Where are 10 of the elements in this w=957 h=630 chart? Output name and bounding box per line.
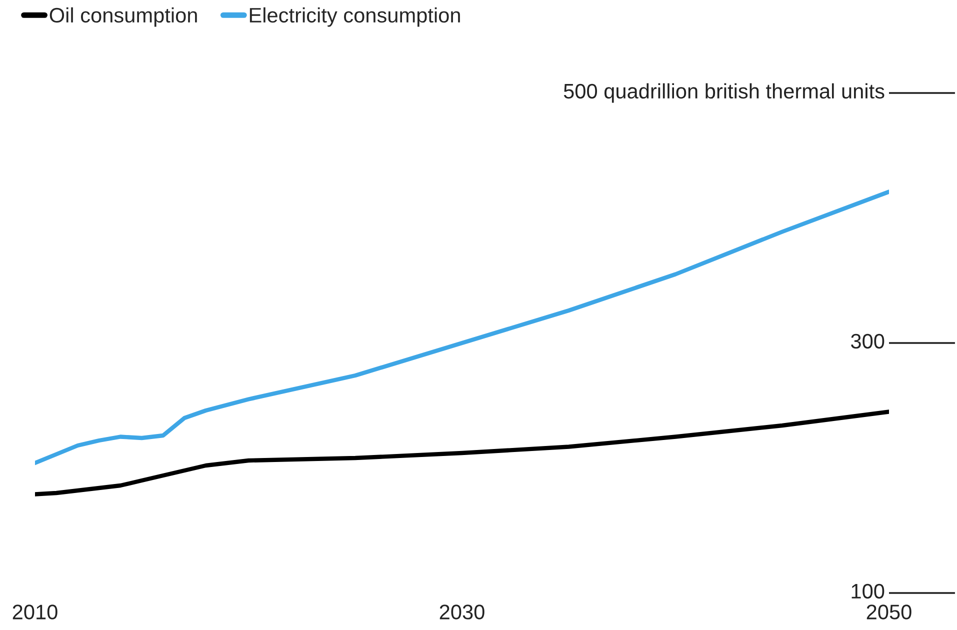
y-tick-label: 100 — [852, 584, 884, 599]
y-tick-label: 500 quadrillion british thermal units — [564, 83, 884, 103]
x-tick-label: 2050 — [866, 604, 912, 620]
x-tick-label: 2010 — [12, 604, 58, 620]
y-tick-label: 300 — [851, 334, 884, 349]
legend-label: Electricity consumption — [250, 7, 460, 27]
legend-label: Oil consumption — [50, 7, 197, 27]
x-tick-label: 2030 — [440, 604, 484, 620]
line-series — [35, 410, 889, 496]
line-series — [35, 190, 889, 466]
